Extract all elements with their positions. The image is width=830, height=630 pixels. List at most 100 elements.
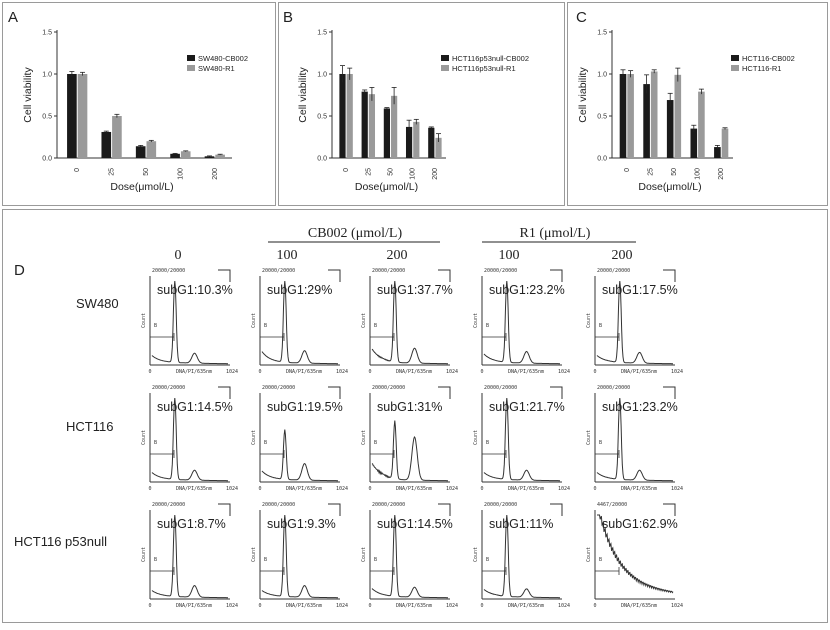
y-tick-label: 0.5 bbox=[317, 114, 327, 121]
y-tick-label: 1.0 bbox=[597, 72, 607, 79]
flow-xlab: DNA/PI/635nm bbox=[176, 486, 212, 492]
bar-B-HCT116p53null-CB002-100 bbox=[405, 126, 413, 158]
flow-events: 20000/20000 bbox=[484, 268, 517, 274]
flow-xmin: 0 bbox=[258, 369, 261, 375]
flow-bracket bbox=[328, 503, 341, 516]
flow-events: 20000/20000 bbox=[262, 385, 295, 391]
flow-gate-label: B bbox=[154, 323, 157, 329]
flow-xmin: 0 bbox=[368, 486, 371, 492]
legend-swatch bbox=[731, 55, 739, 61]
flow-histogram bbox=[371, 514, 448, 599]
bar-A-SW480-R1-100 bbox=[180, 151, 191, 158]
legend-entry: HCT116p53null-R1 bbox=[452, 64, 516, 73]
x-tick-label: 200 bbox=[212, 168, 219, 180]
flow-xmax: 1024 bbox=[446, 603, 458, 609]
flow-bracket bbox=[663, 269, 676, 282]
flow-gate-label: B bbox=[599, 440, 602, 446]
flow-bracket bbox=[663, 503, 676, 516]
subg1-label-r1-c3: subG1:21.7% bbox=[489, 400, 565, 414]
flow-xmin: 0 bbox=[258, 603, 261, 609]
flow-gate-label: B bbox=[154, 440, 157, 446]
flow-events: 20000/20000 bbox=[262, 502, 295, 508]
bar-C-HCT116-CB002-100 bbox=[690, 128, 698, 158]
flow-bracket bbox=[218, 386, 231, 399]
flow-ylab: Count bbox=[586, 313, 592, 328]
y-tick-label: 0.5 bbox=[597, 114, 607, 121]
x-axis-label: Dose(μmol/L) bbox=[638, 181, 701, 193]
flow-ylab: Count bbox=[586, 430, 592, 445]
y-tick-label: 0.0 bbox=[317, 156, 327, 163]
row-label-sw480: SW480 bbox=[76, 296, 119, 311]
flow-gate-label: B bbox=[374, 323, 377, 329]
subg1-label-r2-c3: subG1:11% bbox=[489, 517, 553, 531]
bar-C-HCT116-CB002-200 bbox=[714, 147, 721, 158]
flow-plot-r0-c2: 20000/20000 Count DNA/PI/635nm 0 1024 BsubG1:… bbox=[361, 268, 458, 375]
flow-plot-r2-c2: 20000/20000 Count DNA/PI/635nm 0 1024 BsubG1:… bbox=[361, 502, 458, 609]
x-tick-label: 50 bbox=[143, 168, 150, 176]
subg1-label-r1-c4: subG1:23.2% bbox=[602, 400, 678, 414]
flow-histogram bbox=[261, 429, 338, 482]
flow-bracket bbox=[550, 269, 563, 282]
flow-xlab: DNA/PI/635nm bbox=[508, 486, 544, 492]
flow-events: 20000/20000 bbox=[372, 385, 405, 391]
flow-xlab: DNA/PI/635nm bbox=[621, 603, 657, 609]
col-header-1: 100 bbox=[277, 248, 298, 263]
flow-bracket bbox=[328, 269, 341, 282]
legend-entry: HCT116p53null-CB002 bbox=[452, 54, 529, 63]
flow-gate-label: B bbox=[486, 323, 489, 329]
flow-events: 20000/20000 bbox=[597, 385, 630, 391]
legend-entry: SW480-R1 bbox=[198, 64, 235, 73]
bar-B-HCT116p53null-R1-200 bbox=[435, 137, 442, 158]
x-tick-label: 25 bbox=[109, 168, 116, 176]
legend-swatch bbox=[441, 55, 449, 61]
flow-plot-r2-c4: 4467/20000 Count DNA/PI/635nm 0 1024 BsubG1:6… bbox=[586, 502, 683, 609]
bar-C-HCT116-CB002-0 bbox=[619, 74, 627, 158]
flow-xlab: DNA/PI/635nm bbox=[508, 603, 544, 609]
flow-xlab: DNA/PI/635nm bbox=[286, 369, 322, 375]
flow-ylab: Count bbox=[251, 547, 257, 562]
bar-C-HCT116-R1-100 bbox=[698, 91, 705, 158]
subg1-label-r0-c3: subG1:23.2% bbox=[489, 283, 565, 297]
bar-B-HCT116p53null-CB002-50 bbox=[383, 108, 390, 158]
flow-events: 20000/20000 bbox=[484, 385, 517, 391]
flow-histogram bbox=[483, 514, 560, 599]
bar-C-HCT116-R1-25 bbox=[650, 71, 658, 158]
col-header-0: 0 bbox=[175, 248, 182, 263]
flow-xmin: 0 bbox=[480, 486, 483, 492]
flow-xlab: DNA/PI/635nm bbox=[286, 486, 322, 492]
flow-xmax: 1024 bbox=[446, 369, 458, 375]
flow-xlab: DNA/PI/635nm bbox=[286, 603, 322, 609]
x-tick-label: 0 bbox=[343, 168, 350, 172]
flow-xmin: 0 bbox=[258, 486, 261, 492]
subg1-label-r0-c2: subG1:37.7% bbox=[377, 283, 453, 297]
x-tick-label: 0 bbox=[74, 168, 81, 172]
y-tick-label: 0.5 bbox=[42, 114, 52, 121]
flow-bracket bbox=[218, 269, 231, 282]
legend-swatch bbox=[441, 65, 449, 71]
chart-a: A 0.0 0.5 1.0 1.5 Cell viability 0 25 50 100 200 Do… bbox=[8, 9, 248, 193]
flow-ylab: Count bbox=[251, 313, 257, 328]
bar-A-SW480-R1-200 bbox=[215, 154, 225, 158]
flow-bracket bbox=[550, 386, 563, 399]
col-header-3: 100 bbox=[499, 248, 520, 263]
subg1-label-r0-c0: subG1:10.3% bbox=[157, 283, 233, 297]
panel-d-label: D bbox=[14, 262, 25, 279]
bar-B-HCT116p53null-R1-25 bbox=[368, 94, 376, 158]
flow-histogram bbox=[151, 280, 228, 365]
bar-A-SW480-CB002-50 bbox=[135, 146, 146, 158]
flow-gate-label: B bbox=[486, 557, 489, 563]
flow-plot-r0-c0: 20000/20000 Count DNA/PI/635nm 0 1024 BsubG1:… bbox=[141, 268, 238, 375]
flow-xmax: 1024 bbox=[226, 486, 238, 492]
bar-B-HCT116p53null-R1-0 bbox=[346, 74, 353, 158]
subg1-label-r2-c2: subG1:14.5% bbox=[377, 517, 453, 531]
chart-b: B 0.0 0.5 1.0 1.5 Cell viability 0 25 50 100 200 Do… bbox=[283, 9, 529, 193]
bar-A-SW480-CB002-100 bbox=[170, 153, 180, 158]
flow-gate-label: B bbox=[154, 557, 157, 563]
flow-xlab: DNA/PI/635nm bbox=[176, 603, 212, 609]
flow-xlab: DNA/PI/635nm bbox=[176, 369, 212, 375]
flow-events: 4467/20000 bbox=[597, 502, 627, 508]
panel-d-frame bbox=[2, 209, 828, 623]
flow-events: 20000/20000 bbox=[484, 502, 517, 508]
flow-plot-r2-c1: 20000/20000 Count DNA/PI/635nm 0 1024 BsubG1:… bbox=[251, 502, 348, 609]
flow-bracket bbox=[550, 503, 563, 516]
